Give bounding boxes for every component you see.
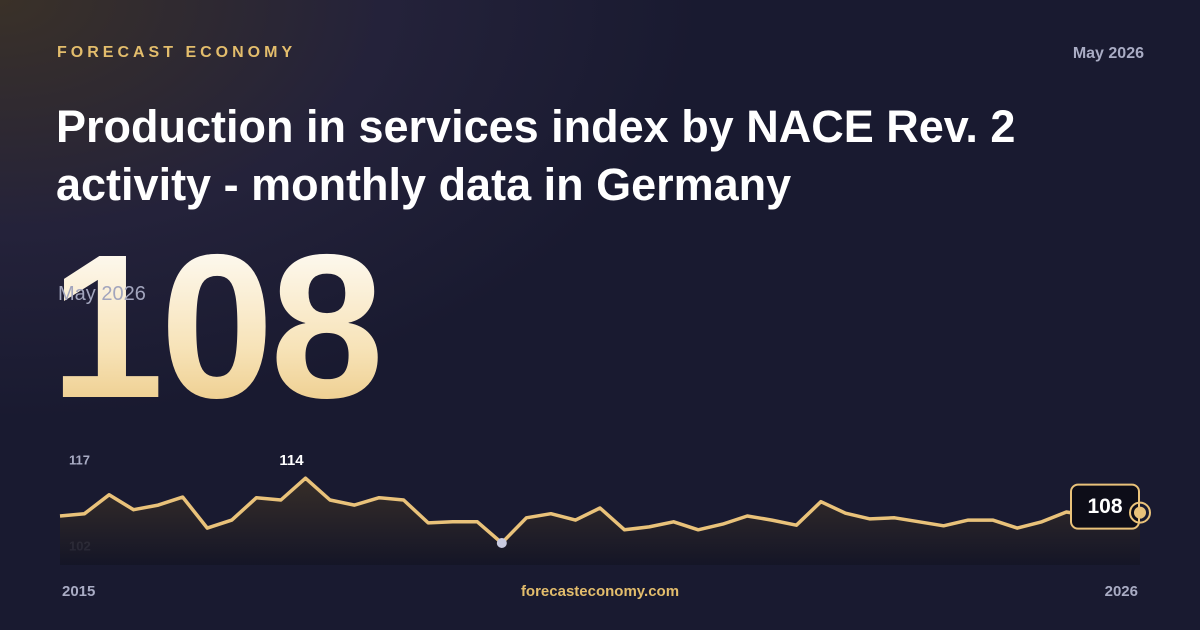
chart-title: Production in services index by NACE Rev… bbox=[56, 101, 1016, 210]
footer: forecasteconomy.com bbox=[520, 583, 680, 600]
x-tick-label: 2015 bbox=[62, 583, 95, 600]
x-tick-label: 2026 bbox=[1105, 583, 1138, 600]
headline-date: May 2026 bbox=[58, 283, 146, 305]
brand: FORECAST ECONOMY bbox=[57, 44, 297, 61]
end-marker bbox=[1134, 506, 1146, 519]
line bbox=[59, 476, 1141, 545]
area bbox=[60, 478, 1140, 565]
y-tick-label: 117 bbox=[69, 452, 90, 467]
end-label: 108 bbox=[1087, 495, 1122, 518]
min-marker bbox=[496, 537, 507, 548]
end-marker-ring bbox=[1129, 501, 1151, 524]
headline-value: 108 bbox=[50, 212, 384, 441]
end-label-box bbox=[1070, 483, 1140, 530]
date: May 2026 bbox=[1072, 45, 1144, 62]
max-label: 114 bbox=[279, 452, 304, 469]
